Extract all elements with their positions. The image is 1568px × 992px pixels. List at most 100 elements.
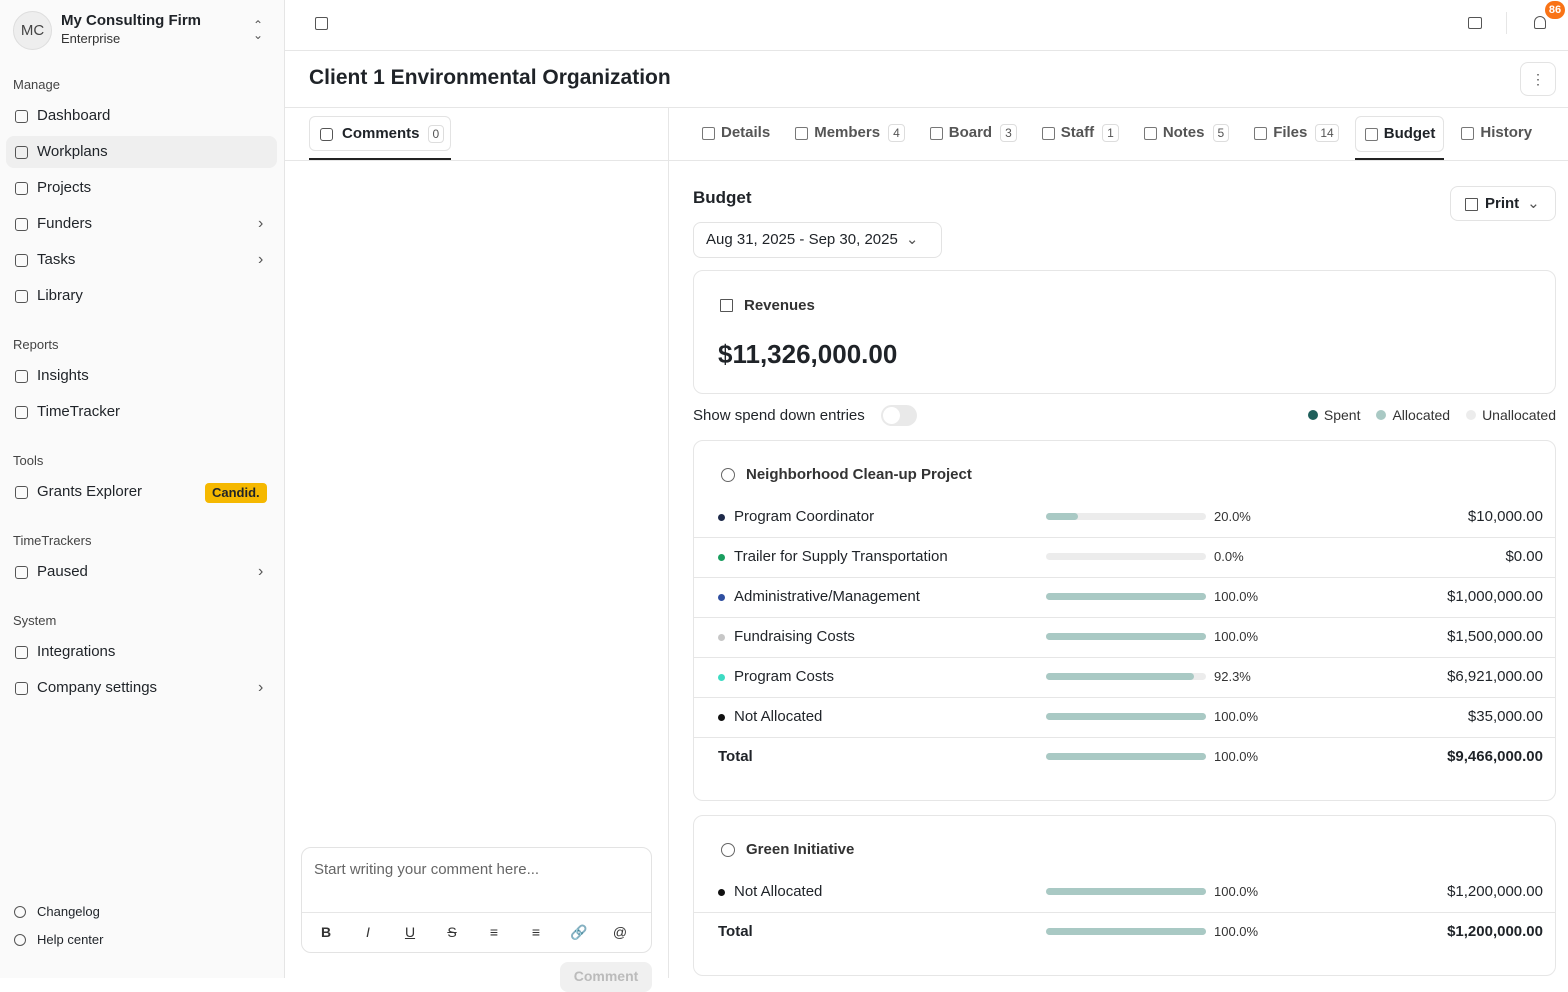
- row-label: Fundraising Costs: [734, 628, 855, 645]
- nav-label: Dashboard: [37, 107, 111, 124]
- footer-link[interactable]: Changelog: [37, 904, 100, 919]
- revenues-label: Revenues: [744, 297, 815, 314]
- icon: [795, 127, 809, 140]
- row-percent: 100.0%: [1214, 749, 1259, 764]
- row-label: Not Allocated: [734, 883, 823, 900]
- tab[interactable]: Staff 1: [1033, 116, 1127, 152]
- icon: [1461, 127, 1475, 140]
- icon: [1041, 127, 1055, 140]
- row-amount: $1,500,000.00: [1447, 628, 1543, 645]
- nav-item[interactable]: Library: [6, 280, 277, 312]
- revenues-card: Revenues $11,326,000.00: [693, 270, 1556, 394]
- row-percent: 100.0%: [1214, 924, 1259, 939]
- tab-label: Staff: [1060, 124, 1095, 141]
- progress-track: [1046, 633, 1206, 640]
- toggle-label: Show spend down entries: [693, 407, 865, 424]
- comment-placeholder[interactable]: Start writing your comment here...: [314, 861, 540, 878]
- tab[interactable]: Details: [693, 116, 778, 152]
- section-title: Manage: [13, 77, 60, 92]
- row-label: Administrative/Management: [734, 588, 920, 605]
- tab-count: 4: [888, 124, 905, 142]
- row-dot: [718, 634, 725, 641]
- chevron: ⌄: [905, 231, 919, 248]
- tab[interactable]: History: [1452, 116, 1540, 152]
- bell-icon[interactable]: [1534, 16, 1546, 29]
- project-icon: [721, 843, 735, 857]
- toggle[interactable]: [881, 405, 917, 426]
- sidebar: MC My Consulting Firm Enterprise ⌃ ⌄ Manage Da…: [0, 0, 285, 978]
- icon: [702, 127, 715, 140]
- tab-label: Notes: [1162, 124, 1205, 141]
- row-amount: $1,000,000.00: [1447, 588, 1543, 605]
- row-divider: [694, 617, 1555, 618]
- chevron: ›: [258, 563, 264, 580]
- format-button[interactable]: ≡: [531, 924, 541, 940]
- nav-item[interactable]: TimeTracker: [6, 396, 277, 428]
- tab[interactable]: Notes 5: [1135, 116, 1237, 152]
- comment-submit[interactable]: Comment: [560, 962, 652, 992]
- print-button[interactable]: Print ⌄: [1450, 186, 1556, 221]
- project-card: Green Initiative Not Allocated 100.0% $1,20…: [693, 815, 1556, 976]
- tab[interactable]: Files 14: [1245, 116, 1347, 152]
- nav-item[interactable]: Projects: [6, 172, 277, 204]
- nav-label: Library: [37, 287, 83, 304]
- icon: [15, 370, 28, 383]
- nav-item[interactable]: Dashboard: [6, 100, 277, 132]
- badge: Candid.: [205, 483, 267, 503]
- toolbar-border: [302, 912, 651, 913]
- format-button[interactable]: S: [447, 924, 457, 940]
- tab-count: 14: [1315, 124, 1339, 142]
- row-dot: [718, 554, 725, 561]
- nav-label: Tasks: [37, 251, 76, 268]
- tab-label: History: [1480, 124, 1533, 141]
- nav-item[interactable]: Paused ›: [6, 556, 277, 588]
- icon: [15, 146, 28, 159]
- row-divider: [694, 657, 1555, 658]
- footer-link[interactable]: Help center: [37, 932, 104, 947]
- comments-tab[interactable]: Comments 0: [309, 116, 451, 151]
- icon: [15, 566, 28, 579]
- date-range[interactable]: Aug 31, 2025 - Sep 30, 2025 ⌄: [693, 222, 942, 258]
- format-button[interactable]: U: [404, 924, 416, 940]
- budget-title: Budget: [693, 188, 752, 207]
- section-title: TimeTrackers: [13, 533, 92, 548]
- row-divider: [694, 577, 1555, 578]
- row-divider: [694, 537, 1555, 538]
- project-name: Green Initiative: [746, 841, 855, 858]
- legend: Spent Allocated Unallocated: [1307, 407, 1556, 423]
- row-divider: [694, 912, 1555, 913]
- format-button[interactable]: 🔗: [570, 924, 588, 940]
- nav-item[interactable]: Insights: [6, 360, 277, 392]
- org-switch[interactable]: ⌃ ⌄: [253, 18, 264, 42]
- chat-icon[interactable]: [1468, 17, 1482, 29]
- progress-fill: [1046, 513, 1078, 520]
- nav-item[interactable]: Company settings ›: [6, 672, 277, 704]
- icon: [720, 299, 733, 312]
- section-title: System: [13, 613, 57, 628]
- legend-swatch: [1466, 410, 1477, 420]
- project-icon: [721, 468, 735, 482]
- legend-label: Unallocated: [1482, 407, 1556, 423]
- format-button[interactable]: B: [320, 924, 332, 940]
- date-label: Aug 31, 2025 - Sep 30, 2025: [706, 231, 898, 248]
- more-button[interactable]: ⋮: [1520, 62, 1556, 96]
- tab[interactable]: Members 4: [786, 116, 913, 152]
- icon: [15, 486, 28, 499]
- format-button[interactable]: ≡: [489, 924, 499, 940]
- nav-item[interactable]: Funders ›: [6, 208, 277, 240]
- row-amount: $0.00: [1505, 548, 1543, 565]
- section-title: Tools: [13, 453, 44, 468]
- nav-item[interactable]: Grants Explorer Candid.: [6, 476, 277, 508]
- format-button[interactable]: @: [612, 924, 628, 940]
- nav-item[interactable]: Tasks ›: [6, 244, 277, 276]
- format-button[interactable]: I: [366, 924, 370, 940]
- project-name: Neighborhood Clean-up Project: [746, 466, 972, 483]
- tab[interactable]: Board 3: [921, 116, 1025, 152]
- nav-label: Company settings: [37, 679, 158, 696]
- nav-item[interactable]: Integrations: [6, 636, 277, 668]
- tab[interactable]: Budget: [1354, 116, 1445, 160]
- icon[interactable]: [315, 17, 328, 30]
- nav-item[interactable]: Workplans: [6, 136, 277, 168]
